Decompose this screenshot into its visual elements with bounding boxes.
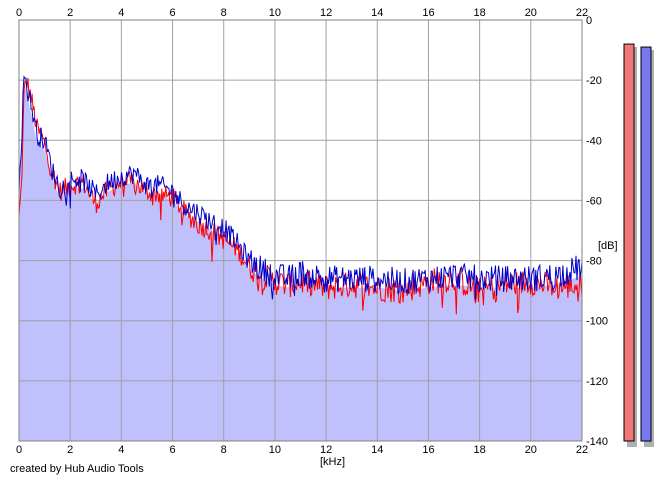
x-tick-label-top: 8: [221, 7, 227, 19]
area-fill: [19, 85, 582, 441]
plot-frame: [18, 19, 583, 442]
x-tick-label-top: 6: [169, 7, 175, 19]
x-tick-label-bottom: 8: [221, 444, 227, 456]
x-tick-label-top: 10: [269, 7, 281, 19]
y-axis-label: [dB]: [598, 240, 618, 252]
x-tick-label-top: 22: [576, 7, 588, 19]
y-tick-label: -80: [586, 256, 602, 268]
y-tick-label: -60: [586, 195, 602, 207]
series-line-1: [18, 75, 583, 300]
x-tick-label-top: 18: [474, 7, 486, 19]
x-tick-label-bottom: 18: [474, 444, 486, 456]
x-tick-label-bottom: 4: [118, 444, 124, 456]
x-tick-label-top: 16: [422, 7, 434, 19]
x-tick-label-bottom: 2: [67, 444, 73, 456]
x-tick-label-top: 0: [16, 7, 22, 19]
plot-border: [18, 19, 583, 442]
credit-text: created by Hub Audio Tools: [10, 463, 144, 475]
x-tick-label-bottom: 20: [525, 444, 537, 456]
y-tick-label: -120: [586, 376, 608, 388]
series-lines: [18, 75, 583, 315]
x-axis-label: [kHz]: [320, 456, 346, 468]
x-tick-label-top: 2: [67, 7, 73, 19]
x-tick-label-bottom: 16: [422, 444, 434, 456]
y-tick-labels: 0 -20 -40 -60 -80 -100 -120 -140: [586, 15, 608, 448]
y-tick-label: -100: [586, 316, 608, 328]
y-tick-label: -40: [586, 135, 602, 147]
x-tick-label-top: 4: [118, 7, 124, 19]
x-tick-label-bottom: 10: [269, 444, 281, 456]
x-tick-label-top: 12: [320, 7, 332, 19]
spectrum-area-fill: [19, 85, 582, 441]
x-tick-label-top: 20: [525, 7, 537, 19]
x-tick-label-bottom: 6: [169, 444, 175, 456]
y-tick-label: -140: [586, 436, 608, 448]
y-tick-label: -20: [586, 75, 602, 87]
x-tick-label-bottom: 22: [576, 444, 588, 456]
x-tick-label-bottom: 0: [16, 444, 22, 456]
level-meter-bar: [623, 43, 635, 442]
level-meters: [623, 43, 654, 448]
level-meter-bar: [640, 46, 652, 442]
x-tick-label-top: 14: [371, 7, 383, 19]
x-tick-label-bottom: 12: [320, 444, 332, 456]
x-tick-label-bottom: 14: [371, 444, 383, 456]
y-tick-label: 0: [586, 15, 592, 27]
